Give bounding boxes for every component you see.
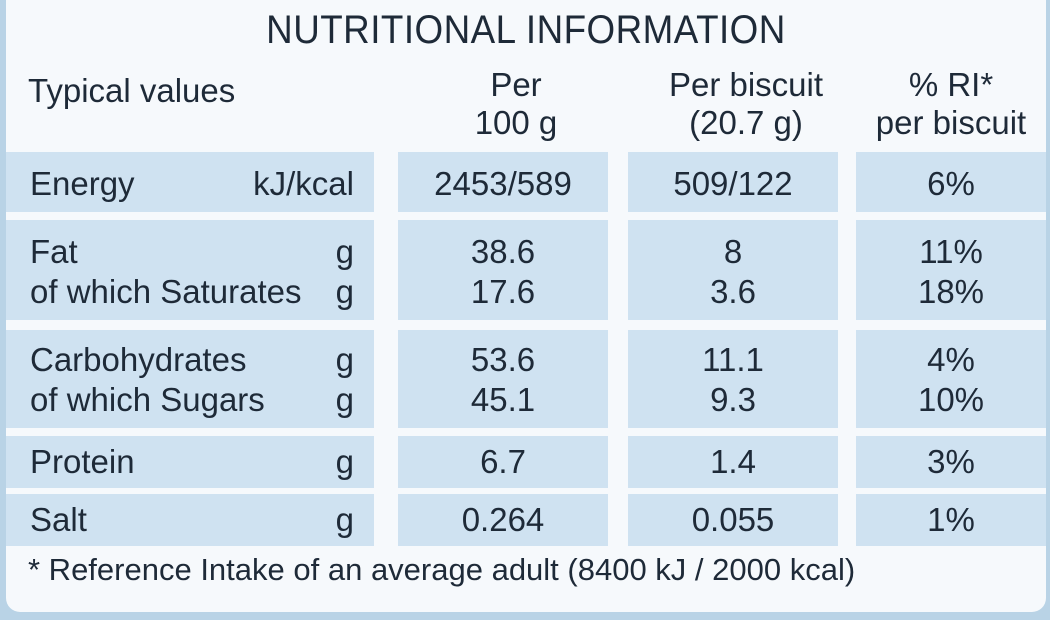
header-ri-line2: per biscuit <box>875 104 1027 141</box>
row-fat-label: Fat <box>30 233 78 270</box>
row-protein-ri-cell: 3% <box>856 436 1046 488</box>
row-protein-unit: g <box>335 443 354 480</box>
header-per-100g-line1: Per <box>490 66 542 103</box>
row-sugars-ri: 10% <box>917 381 985 418</box>
row-sugars-label: of which Sugars <box>30 381 265 418</box>
row-fat-perbiscuit: 8 <box>723 233 743 270</box>
row-sugars-unit: g <box>335 381 354 418</box>
row-carbs-per100: 53.6 <box>470 341 536 378</box>
row-carbs-perbiscuit-cell: 11.1 9.3 <box>628 330 838 428</box>
row-protein-label-cell: Protein g <box>6 436 374 488</box>
row-sugars-per100: 45.1 <box>470 381 536 418</box>
row-salt-unit: g <box>335 501 354 538</box>
row-energy-perbiscuit-cell: 509/122 <box>628 152 838 212</box>
row-fat-label-cell: Fat of which Saturates g g <box>6 220 374 320</box>
row-energy-perbiscuit: 509/122 <box>673 165 793 202</box>
header-typical-values: Typical values <box>28 72 236 109</box>
row-carbs-ri: 4% <box>927 341 975 378</box>
row-fat-per100-cell: 38.6 17.6 <box>398 220 608 320</box>
row-sugars-perbiscuit: 9.3 <box>710 381 756 418</box>
row-protein-perbiscuit: 1.4 <box>710 443 756 480</box>
nutrition-panel: NUTRITIONAL INFORMATION Typical values P… <box>6 0 1046 612</box>
row-carbs-unit: g <box>335 341 354 378</box>
row-protein-label: Protein <box>30 443 135 480</box>
row-fat-per100: 38.6 <box>470 233 536 270</box>
row-salt-ri-cell: 1% <box>856 494 1046 546</box>
header-per-100g-line2: 100 g <box>474 104 558 141</box>
row-energy-label-cell: Energy kJ/kcal <box>6 152 374 212</box>
row-salt-perbiscuit-cell: 0.055 <box>628 494 838 546</box>
row-salt-per100-cell: 0.264 <box>398 494 608 546</box>
row-saturates-ri: 18% <box>917 273 985 310</box>
row-protein-per100: 6.7 <box>480 443 526 480</box>
row-fat-ri: 11% <box>919 233 983 270</box>
reference-intake-footnote: * Reference Intake of an average adult (… <box>28 552 856 587</box>
row-saturates-unit: g <box>335 273 354 310</box>
row-fat-unit: g <box>335 233 354 270</box>
row-carbs-ri-cell: 4% 10% <box>856 330 1046 428</box>
row-salt-per100: 0.264 <box>461 501 545 538</box>
row-saturates-label: of which Saturates <box>30 273 302 310</box>
row-carbs-per100-cell: 53.6 45.1 <box>398 330 608 428</box>
row-salt-label: Salt <box>30 501 87 538</box>
row-fat-ri-cell: 11% 18% <box>856 220 1046 320</box>
row-energy-ri-cell: 6% <box>856 152 1046 212</box>
row-salt-perbiscuit: 0.055 <box>691 501 775 538</box>
row-fat-perbiscuit-cell: 8 3.6 <box>628 220 838 320</box>
header-per-biscuit-line1: Per biscuit <box>668 66 824 103</box>
row-carbs-perbiscuit: 11.1 <box>702 341 764 378</box>
header-per-biscuit: Per biscuit (20.7 g) <box>628 66 864 142</box>
row-protein-per100-cell: 6.7 <box>398 436 608 488</box>
row-protein-perbiscuit-cell: 1.4 <box>628 436 838 488</box>
table-title: NUTRITIONAL INFORMATION <box>266 8 786 52</box>
row-energy-label: Energy <box>30 165 135 202</box>
row-salt-label-cell: Salt g <box>6 494 374 546</box>
row-energy-unit: kJ/kcal <box>253 165 354 202</box>
row-salt-ri: 1% <box>927 501 975 538</box>
row-protein-ri: 3% <box>927 443 975 480</box>
header-per-biscuit-line2: (20.7 g) <box>689 104 803 141</box>
row-carbs-label-cell: Carbohydrates of which Sugars g g <box>6 330 374 428</box>
header-ri: % RI* per biscuit <box>856 66 1046 142</box>
row-energy-ri: 6% <box>927 165 975 202</box>
row-energy-per100: 2453/589 <box>434 165 572 202</box>
row-saturates-perbiscuit: 3.6 <box>710 273 756 310</box>
row-energy-per100-cell: 2453/589 <box>398 152 608 212</box>
row-carbs-label: Carbohydrates <box>30 341 247 378</box>
header-ri-line1: % RI* <box>908 66 994 103</box>
header-per-100g: Per 100 g <box>398 66 634 142</box>
row-saturates-per100: 17.6 <box>470 273 536 310</box>
